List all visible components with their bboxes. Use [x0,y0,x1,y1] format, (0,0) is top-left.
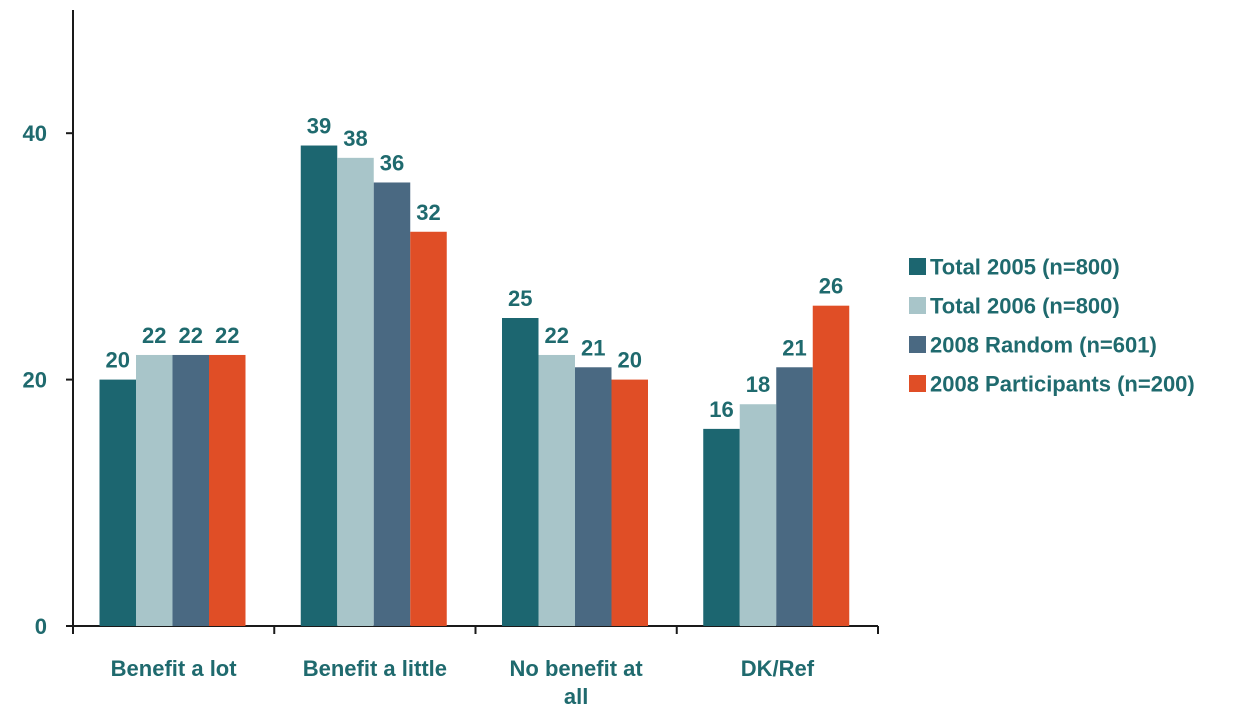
x-tick-label-line: Benefit a little [303,656,447,681]
y-tick-label: 20 [23,368,47,393]
bar [136,354,173,626]
data-label: 21 [581,335,605,360]
data-label: 18 [746,372,770,397]
legend-swatch [909,297,926,314]
bar [502,318,539,626]
legend-swatch [909,375,926,392]
data-label: 22 [142,323,166,348]
legend-item: 2008 Participants (n=200) [909,372,1195,397]
legend-label: Total 2005 (n=800) [930,255,1120,280]
y-tick-label: 0 [35,614,47,639]
legend-item: Total 2006 (n=800) [909,294,1120,319]
data-label: 20 [618,348,642,373]
data-label: 36 [380,150,404,175]
bar [739,404,777,626]
x-tick-label: DK/Ref [741,656,815,681]
bar [373,182,411,627]
bar [812,305,850,626]
bar [611,379,648,626]
x-tick-label-line: Benefit a lot [111,656,238,681]
data-label: 32 [416,200,440,225]
bar [337,157,374,626]
data-label: 22 [215,323,239,348]
data-label: 22 [545,323,569,348]
bar [172,354,209,626]
x-tick-label-line: No benefit at [510,656,644,681]
data-label: 39 [307,114,331,139]
data-label: 22 [179,323,203,348]
legend-item: Total 2005 (n=800) [909,255,1120,280]
data-label: 16 [709,397,733,422]
bar [410,231,447,626]
data-label: 38 [343,126,367,151]
bar [776,367,813,626]
y-tick-label: 40 [23,121,47,146]
x-tick-label: No benefit at all [510,656,644,709]
legend-label: Total 2006 (n=800) [930,294,1120,319]
bar [209,354,246,626]
legend-swatch [909,258,926,275]
data-label: 25 [508,286,532,311]
legend-label: 2008 Random (n=601) [930,333,1157,358]
legend: Total 2005 (n=800) Total 2006 (n=800) 2008… [909,255,1195,397]
x-axis: Benefit a lot Benefit a little No benefit … [72,625,879,709]
x-tick-label-line: all [564,684,588,709]
legend-item: 2008 Random (n=601) [909,333,1157,358]
data-label: 21 [782,335,806,360]
bar [575,367,612,626]
bar [703,428,740,626]
y-axis: 0 20 40 [23,10,74,639]
x-tick-label-line: DK/Ref [741,656,815,681]
data-label: 26 [819,274,843,299]
bar [538,354,575,626]
bar [300,145,338,626]
data-labels: 20 39 25 16 22 38 22 18 22 36 21 21 22 32 20 26 [106,114,844,422]
x-tick-label: Benefit a little [303,656,447,681]
x-tick-label: Benefit a lot [111,656,238,681]
bars [99,145,850,627]
data-label: 20 [106,348,130,373]
bar [99,379,136,626]
legend-swatch [909,336,926,353]
legend-label: 2008 Participants (n=200) [930,372,1195,397]
